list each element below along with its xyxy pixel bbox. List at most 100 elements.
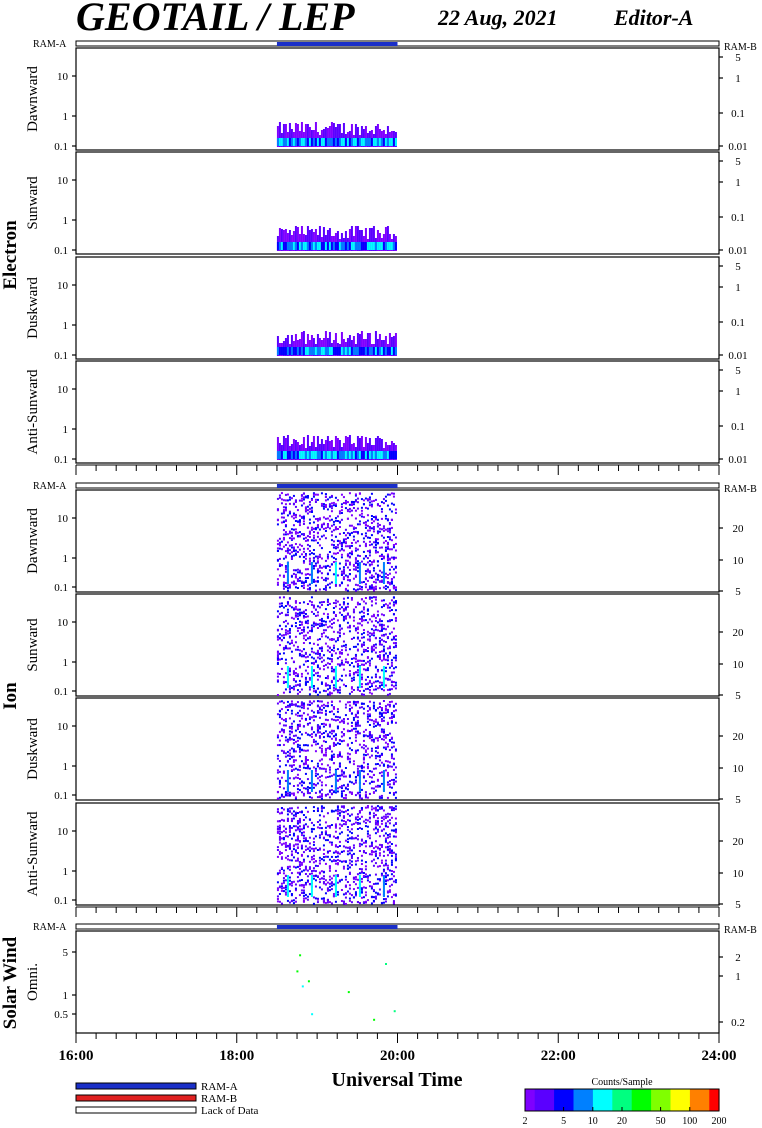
data-pixel (330, 884, 333, 887)
data-pixel (324, 730, 327, 733)
data-pixel (296, 726, 299, 729)
colorbar-cell (670, 1089, 675, 1111)
data-pixel (308, 522, 311, 525)
data-pixel (300, 581, 303, 584)
data-pixel (320, 623, 323, 626)
data-pixel (296, 571, 299, 574)
left-tick-label: 1 (63, 990, 69, 1002)
data-pixel (366, 796, 369, 799)
data-pixel (302, 899, 305, 902)
data-pixel (302, 642, 305, 644)
data-pixel (346, 596, 349, 599)
data-pixel (294, 829, 297, 832)
data-pixel (284, 438, 287, 460)
data-pixel (350, 832, 353, 835)
data-pixel (308, 782, 311, 785)
colorbar-cell (592, 1089, 597, 1111)
data-pixel (342, 663, 345, 666)
data-pixel (388, 647, 391, 650)
colorbar-title: Counts/Sample (591, 1077, 653, 1088)
data-pixel (290, 242, 293, 250)
data-pixel (276, 831, 279, 834)
data-pixel (348, 753, 351, 756)
data-pixel (296, 852, 299, 855)
data-pixel (334, 770, 337, 792)
data-pixel (312, 560, 315, 563)
data-pixel (386, 536, 389, 538)
data-pixel (336, 679, 339, 682)
data-pixel (282, 436, 285, 460)
data-pixel (348, 556, 351, 559)
data-pixel (276, 610, 279, 613)
data-pixel (288, 757, 291, 760)
data-pixel (342, 771, 345, 774)
data-pixel (380, 874, 383, 877)
data-pixel (356, 721, 359, 724)
data-pixel (364, 886, 367, 889)
data-pixel (346, 890, 349, 893)
data-pixel (290, 837, 293, 840)
data-pixel (338, 567, 341, 570)
data-pixel (278, 828, 281, 831)
data-pixel (388, 619, 391, 622)
data-pixel (288, 847, 291, 850)
data-pixel (374, 809, 377, 812)
data-pixel (318, 881, 321, 884)
data-pixel (388, 609, 391, 612)
data-pixel (330, 754, 333, 757)
data-pixel (336, 691, 339, 694)
data-pixel (374, 853, 377, 856)
data-pixel (358, 765, 361, 768)
data-pixel (316, 560, 319, 563)
data-pixel (330, 530, 333, 533)
data-pixel (346, 612, 349, 615)
data-pixel (294, 334, 297, 356)
data-pixel (348, 648, 351, 651)
data-pixel (356, 665, 359, 668)
data-pixel (302, 712, 305, 715)
data-pixel (366, 499, 369, 502)
data-pixel (382, 875, 385, 897)
data-pixel (376, 242, 379, 250)
data-pixel (390, 548, 393, 551)
data-pixel (292, 347, 295, 355)
data-pixel (312, 622, 315, 625)
data-pixel (330, 667, 333, 670)
data-pixel (354, 494, 357, 497)
data-pixel (388, 850, 391, 852)
data-pixel (352, 672, 355, 674)
data-pixel (392, 336, 395, 356)
data-pixel (336, 528, 339, 530)
data-pixel (312, 669, 315, 672)
data-pixel (328, 691, 331, 694)
data-pixel (388, 701, 391, 703)
data-pixel (380, 638, 383, 641)
data-pixel (346, 838, 349, 841)
data-pixel (294, 680, 297, 683)
data-pixel (282, 731, 285, 734)
data-pixel (282, 719, 285, 722)
data-pixel (372, 847, 375, 850)
data-pixel (338, 739, 341, 741)
data-pixel (304, 553, 307, 555)
data-pixel (380, 571, 383, 574)
data-pixel (278, 830, 281, 833)
data-pixel (358, 622, 361, 625)
data-pixel (298, 725, 301, 728)
data-pixel (308, 518, 311, 521)
data-pixel (372, 812, 375, 815)
data-pixel (366, 717, 369, 720)
data-pixel (302, 702, 305, 705)
data-pixel (324, 770, 327, 773)
data-pixel (282, 701, 285, 704)
data-pixel (334, 602, 337, 605)
data-pixel (374, 823, 377, 826)
data-pixel (352, 336, 355, 356)
data-pixel (378, 651, 381, 653)
data-pixel (282, 652, 285, 655)
data-pixel (352, 880, 355, 883)
data-pixel (374, 438, 377, 460)
data-pixel (316, 649, 319, 652)
data-pixel (282, 606, 285, 609)
data-pixel (334, 652, 337, 655)
